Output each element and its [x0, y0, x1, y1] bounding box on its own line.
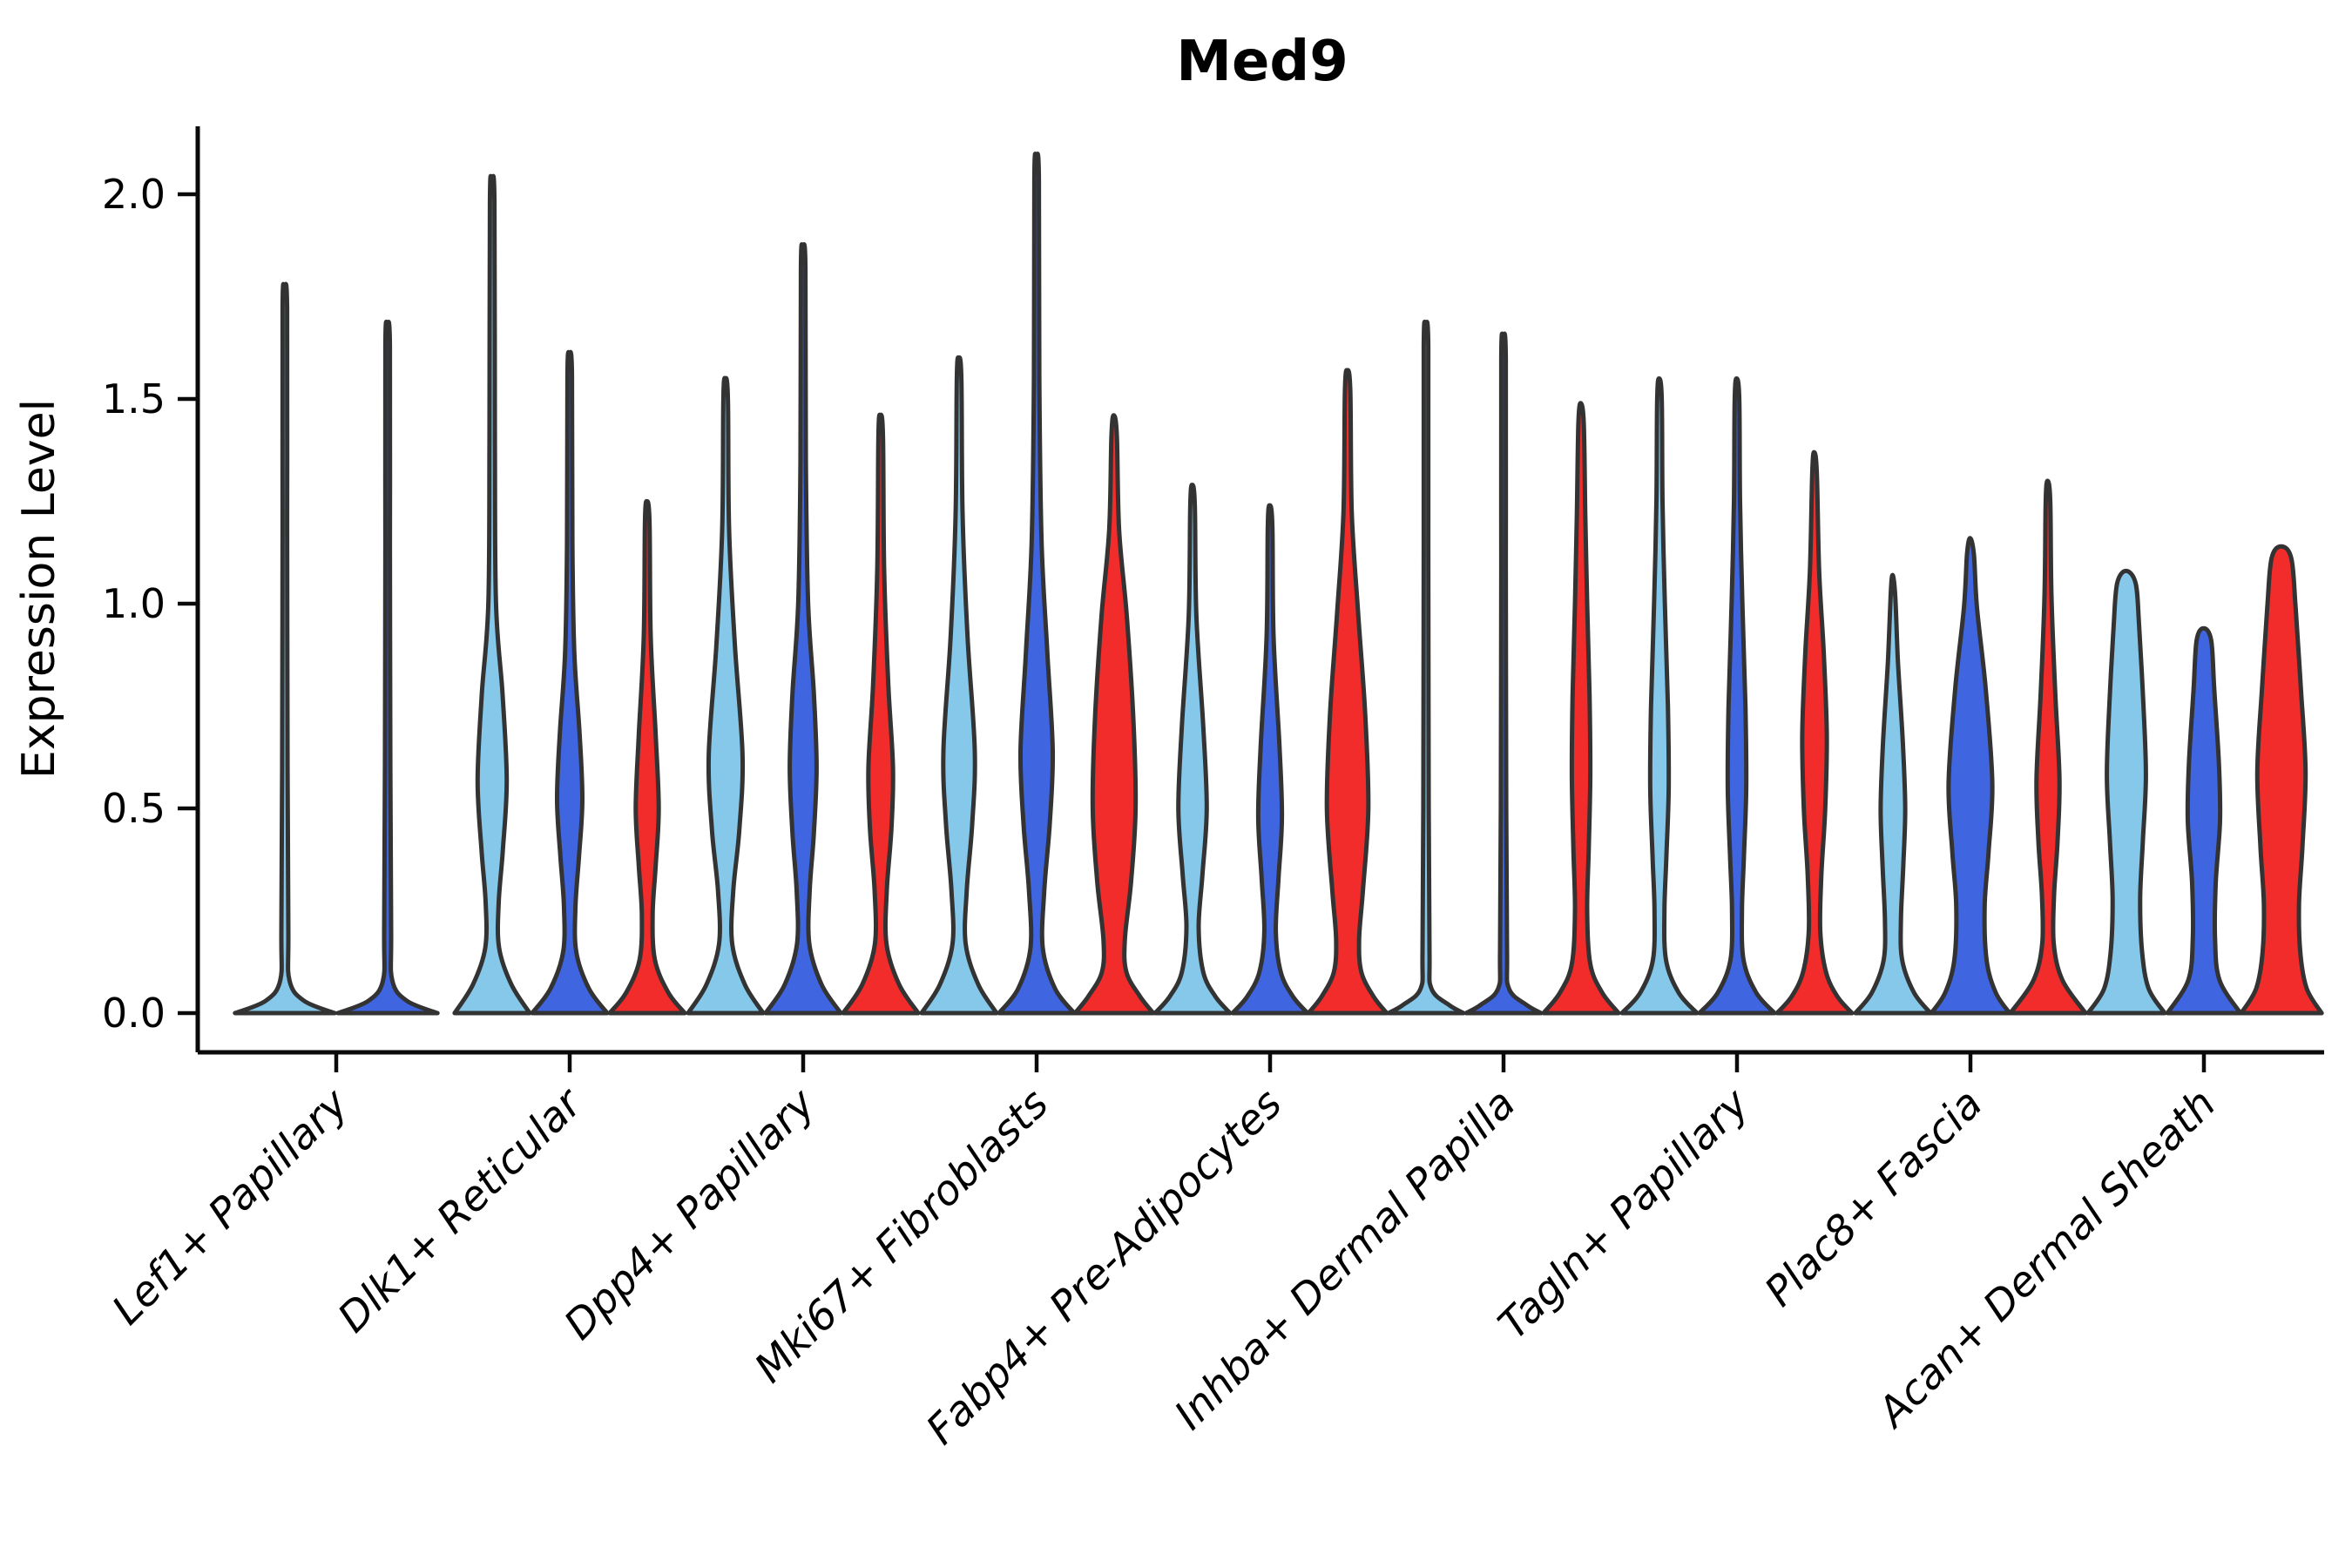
violin-dpp4-dark_blue: [763, 242, 843, 1016]
chart-title: Med9: [1176, 30, 1348, 94]
y-tick-label: 0.0: [102, 990, 166, 1037]
y-tick-label: 1.5: [102, 375, 166, 422]
violin-inhba-dark_blue: [1463, 331, 1544, 1016]
y-tick-label: 1.0: [102, 580, 166, 627]
violin-lef1-dark_blue: [335, 320, 440, 1016]
violin-acan-red: [2239, 544, 2324, 1016]
x-tick-label: Plac8+ Fascia: [1755, 1080, 1991, 1316]
x-tick-label: Dlk1+ Reticular: [329, 1078, 593, 1342]
violin-plac8-red: [2008, 478, 2088, 1016]
violin-tagln-light_blue: [1619, 376, 1700, 1016]
x-tick-label: Dpp4+ Papillary: [555, 1079, 825, 1349]
violin-dpp4-red: [841, 412, 921, 1016]
violin-tagln-dark_blue: [1697, 376, 1777, 1016]
violin-mki67-light_blue: [919, 355, 999, 1016]
violin-dlk1-light_blue: [452, 173, 532, 1016]
violin-mki67-red: [1072, 413, 1156, 1016]
violins-layer: [233, 152, 2324, 1016]
y-tick-label: 0.5: [102, 785, 166, 832]
violin-dpp4-light_blue: [686, 375, 766, 1016]
violin-tagln-red: [1774, 449, 1855, 1016]
y-tick-label: 2.0: [102, 171, 166, 218]
x-tick-label: Tagln+ Papillary: [1490, 1079, 1760, 1349]
violin-acan-light_blue: [2085, 568, 2167, 1016]
violin-lef1-light_blue: [233, 281, 337, 1016]
violin-fabp4-light_blue: [1152, 483, 1233, 1016]
y-axis-label: Expression Level: [13, 399, 65, 779]
violin-fabp4-dark_blue: [1230, 503, 1310, 1016]
violin-plac8-dark_blue: [1929, 536, 2012, 1016]
violin-dlk1-red: [607, 498, 687, 1016]
violin-plac8-light_blue: [1853, 572, 1933, 1016]
violin-inhba-red: [1541, 401, 1621, 1016]
axes-layer: [178, 126, 2324, 1072]
violin-acan-dark_blue: [2165, 625, 2243, 1016]
violin-mki67-dark_blue: [997, 152, 1077, 1016]
x-tick-label: Lef1+ Papillary: [103, 1079, 358, 1335]
violin-inhba-light_blue: [1386, 320, 1466, 1016]
violin-fabp4-red: [1306, 368, 1389, 1016]
violin-dlk1-dark_blue: [530, 349, 610, 1016]
